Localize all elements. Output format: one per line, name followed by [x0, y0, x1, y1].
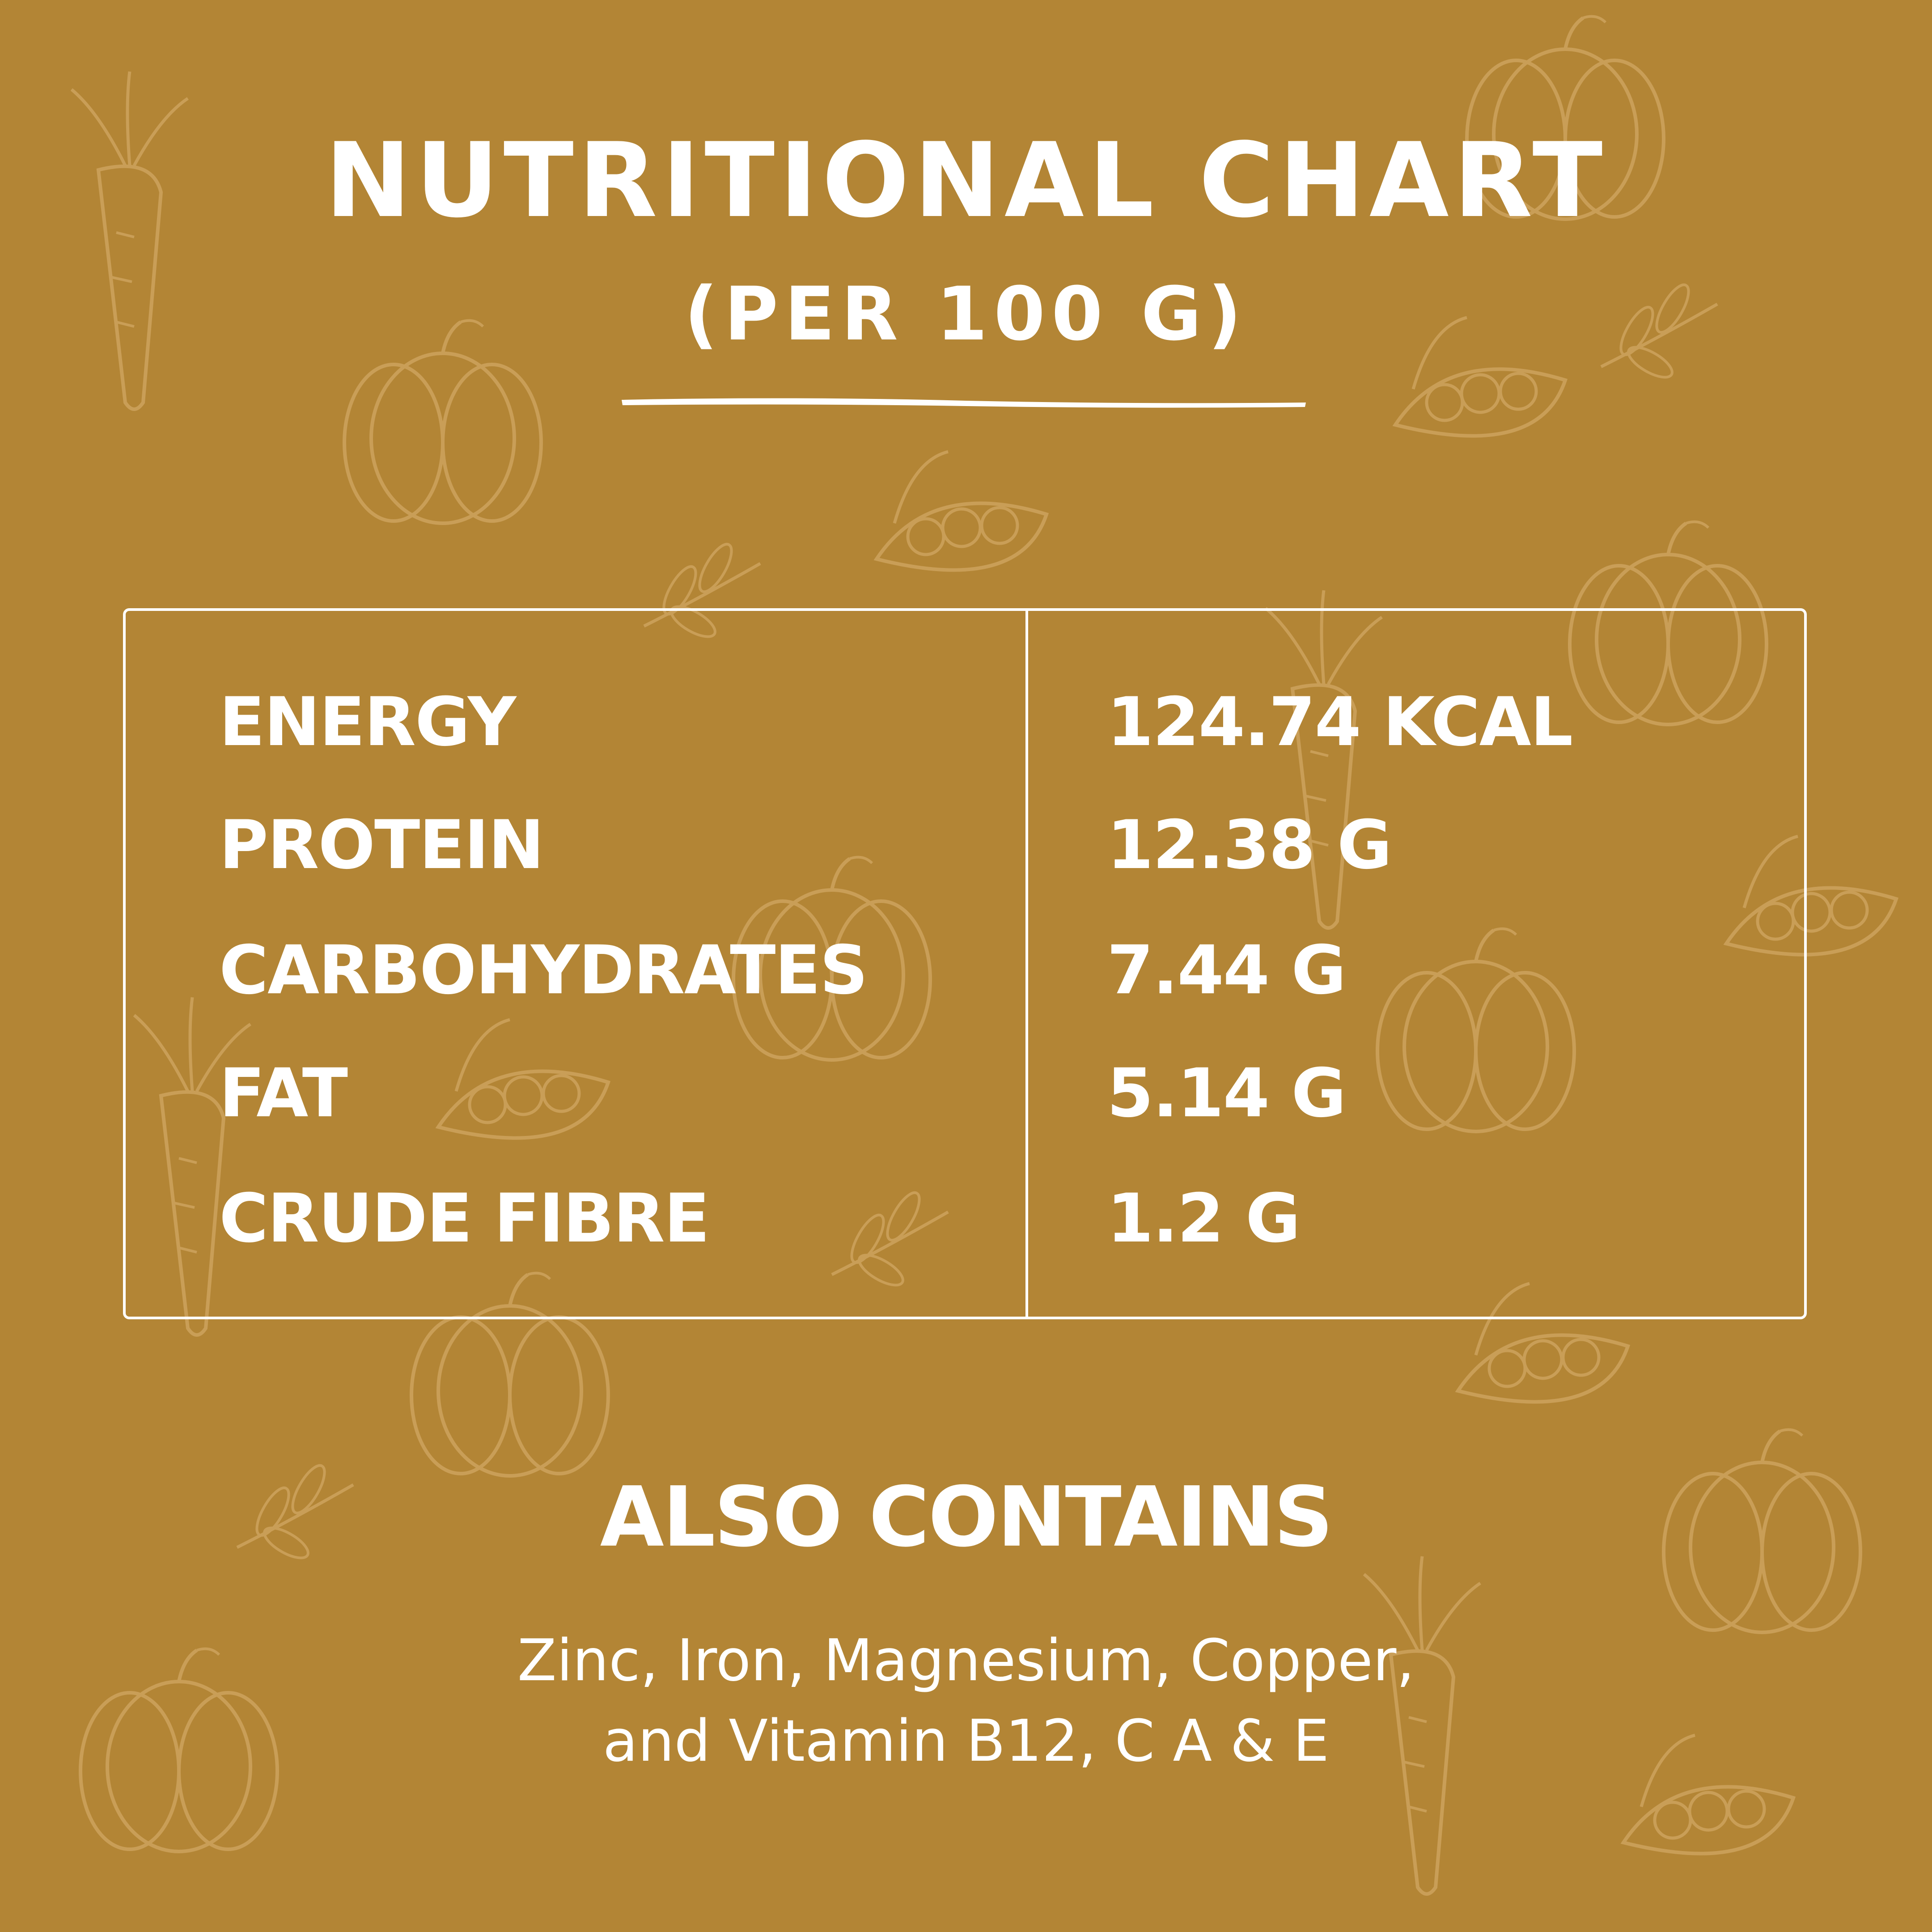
nutrient-value: 1.2 G — [1107, 1180, 1301, 1258]
carrot-icon — [72, 72, 188, 409]
nutrient-value: 5.14 G — [1107, 1055, 1346, 1132]
nutrient-value: 124.74 KCAL — [1107, 683, 1573, 761]
also-contains-line: Zinc, Iron, Magnesium, Copper, — [517, 1627, 1415, 1694]
nutrient-value: 12.38 G — [1107, 806, 1392, 884]
nutrient-label: ENERGY — [219, 683, 516, 761]
nutrition-table — [123, 608, 1807, 1319]
nutrient-label: CARBOHYDRATES — [219, 932, 868, 1009]
also-contains-heading: ALSO CONTAINS — [600, 1469, 1334, 1565]
page-title: NUTRITIONAL CHART — [325, 121, 1607, 241]
also-contains-line: and Vitamin B12, C A & E — [602, 1708, 1330, 1775]
title-underline — [622, 398, 1306, 408]
nutrient-label: PROTEIN — [219, 806, 544, 884]
page-subtitle: (PER 100 G) — [684, 271, 1248, 357]
nutrient-value: 7.44 G — [1107, 932, 1346, 1009]
nutrient-label: CRUDE FIBRE — [219, 1180, 710, 1258]
table-column-divider — [1025, 609, 1028, 1318]
nutrient-label: FAT — [219, 1055, 348, 1132]
peas-pod-icon — [877, 452, 1046, 570]
